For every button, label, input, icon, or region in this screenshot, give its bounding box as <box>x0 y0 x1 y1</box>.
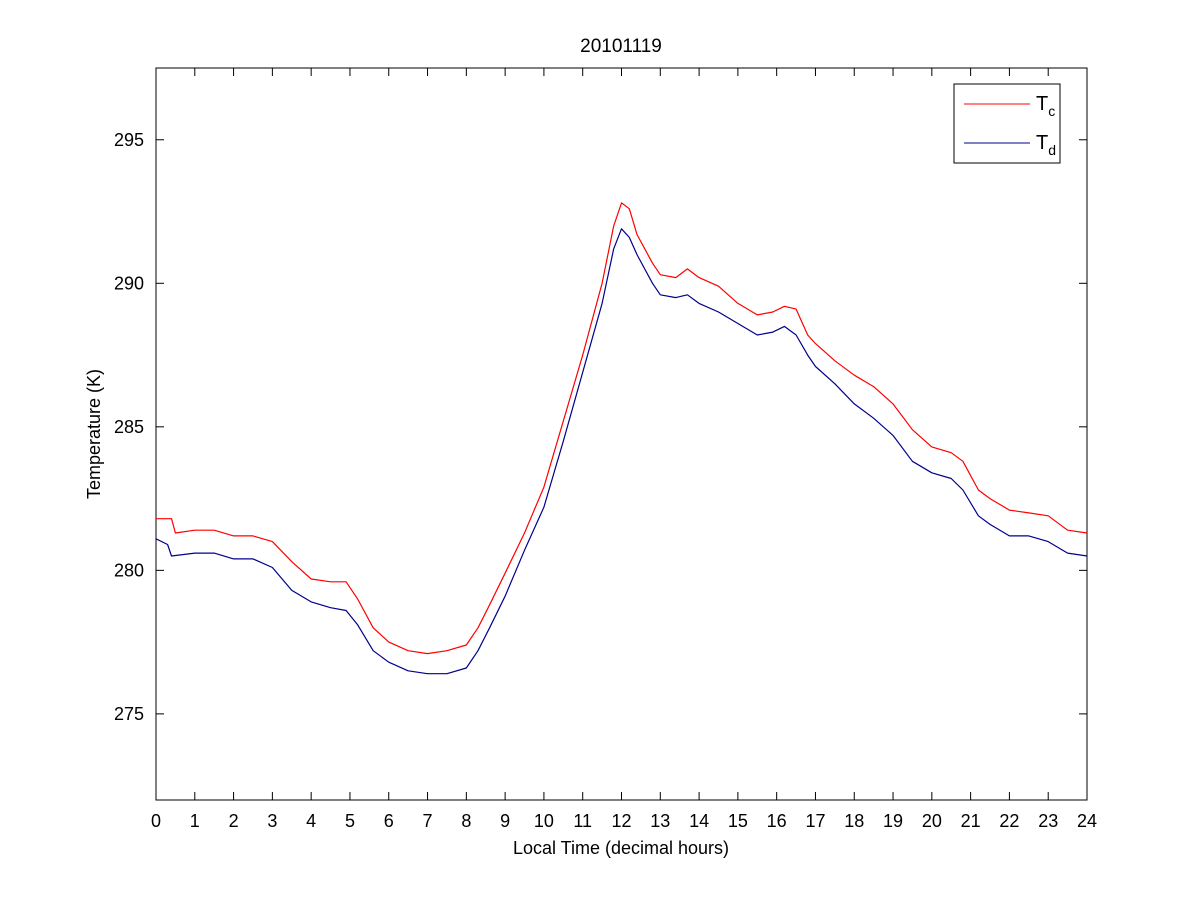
y-tick-label: 275 <box>114 704 144 724</box>
x-tick-label: 0 <box>151 811 161 831</box>
x-tick-label: 14 <box>689 811 709 831</box>
x-tick-label: 17 <box>805 811 825 831</box>
legend-label-td: Td <box>1036 132 1056 158</box>
x-tick-label: 10 <box>534 811 554 831</box>
x-tick-label: 19 <box>883 811 903 831</box>
x-axis-label: Local Time (decimal hours) <box>513 838 729 858</box>
legend-label-tc-subscript: c <box>1048 103 1055 119</box>
series-layer <box>155 202 1088 675</box>
x-tick-label: 24 <box>1077 811 1097 831</box>
x-tick-label: 11 <box>573 811 592 831</box>
x-tick-label: 8 <box>461 811 471 831</box>
y-tick-label: 280 <box>114 560 144 580</box>
x-tick-label: 1 <box>190 811 200 831</box>
series-line-tc <box>156 202 1088 655</box>
x-tick-label: 15 <box>728 811 748 831</box>
legend-label-tc: Tc <box>1036 93 1055 119</box>
legend: Tc Td <box>953 83 1061 164</box>
x-tick-label: 7 <box>423 811 433 831</box>
y-tick-label: 290 <box>114 273 144 293</box>
x-tick-label: 12 <box>611 811 631 831</box>
x-tick-label: 6 <box>384 811 394 831</box>
y-tick-label: 295 <box>114 130 144 150</box>
series-line-td <box>155 228 1088 675</box>
x-tick-label: 13 <box>650 811 670 831</box>
x-tick-label: 23 <box>1038 811 1058 831</box>
x-tick-label: 4 <box>306 811 316 831</box>
x-tick-label: 5 <box>345 811 355 831</box>
legend-label-td-name: T <box>1036 132 1048 154</box>
x-tick-label: 16 <box>767 811 787 831</box>
x-axis: 0 1 2 3 4 5 6 7 8 9 10 11 12 13 14 15 16 17 18 19 20 21 22 23 24 <box>151 68 1097 831</box>
chart-title: 20101119 <box>580 36 662 57</box>
x-tick-label: 21 <box>961 811 981 831</box>
y-axis: 275 280 285 290 295 <box>114 130 1087 724</box>
legend-box <box>953 83 1061 164</box>
legend-label-tc-name: T <box>1036 93 1048 115</box>
y-tick-label: 285 <box>114 417 144 437</box>
x-tick-label: 18 <box>844 811 864 831</box>
plot-area <box>155 67 1088 801</box>
x-tick-label: 2 <box>229 811 239 831</box>
y-axis-label: Temperature (K) <box>84 369 104 499</box>
x-tick-label: 22 <box>999 811 1019 831</box>
x-tick-label: 9 <box>500 811 510 831</box>
x-tick-label: 3 <box>267 811 277 831</box>
legend-label-td-subscript: d <box>1048 142 1056 158</box>
x-tick-label: 20 <box>922 811 942 831</box>
